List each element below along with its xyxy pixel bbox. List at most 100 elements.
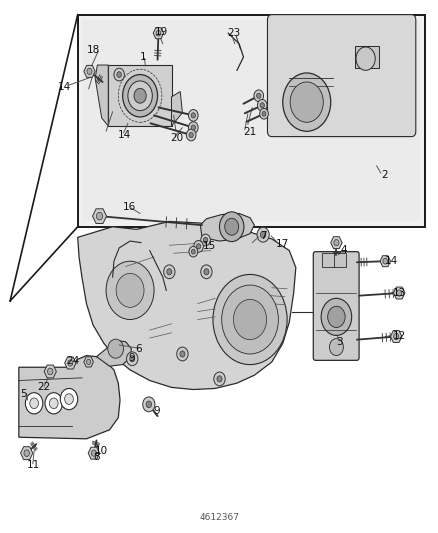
Circle shape [25, 393, 43, 414]
Circle shape [254, 90, 263, 102]
Polygon shape [19, 356, 120, 439]
Circle shape [64, 394, 73, 405]
Circle shape [213, 372, 225, 386]
Circle shape [188, 122, 198, 133]
Text: 4: 4 [340, 245, 346, 255]
Circle shape [126, 352, 138, 366]
Circle shape [86, 359, 91, 365]
Circle shape [188, 246, 197, 257]
Text: 16: 16 [122, 202, 136, 212]
Text: 1: 1 [140, 52, 146, 62]
Polygon shape [171, 92, 182, 126]
Text: 17: 17 [275, 239, 288, 249]
Circle shape [96, 212, 102, 220]
Bar [78, 14, 424, 227]
Text: 23: 23 [227, 28, 240, 38]
Circle shape [166, 269, 172, 275]
Circle shape [142, 397, 155, 412]
Circle shape [60, 389, 78, 410]
Text: 11: 11 [27, 460, 40, 470]
Text: 9: 9 [128, 353, 135, 362]
Text: 24: 24 [66, 356, 79, 366]
Polygon shape [88, 447, 99, 459]
Circle shape [106, 261, 154, 319]
Circle shape [163, 265, 175, 279]
Polygon shape [392, 287, 404, 299]
Circle shape [177, 347, 187, 361]
Polygon shape [330, 237, 341, 248]
Text: 4612367: 4612367 [199, 513, 239, 522]
Text: 5: 5 [21, 389, 27, 399]
Polygon shape [390, 330, 401, 343]
Circle shape [200, 234, 210, 246]
Circle shape [117, 72, 121, 77]
Circle shape [196, 244, 200, 249]
Circle shape [203, 269, 208, 275]
Polygon shape [44, 365, 56, 378]
Circle shape [290, 82, 322, 122]
Polygon shape [78, 221, 295, 390]
Text: 7: 7 [259, 231, 266, 241]
Circle shape [47, 368, 53, 375]
Circle shape [224, 218, 238, 235]
Polygon shape [96, 341, 131, 366]
Bar [108, 65, 171, 126]
Circle shape [200, 265, 212, 279]
Circle shape [261, 111, 265, 116]
FancyBboxPatch shape [267, 14, 415, 136]
Circle shape [45, 393, 62, 414]
Polygon shape [200, 214, 254, 241]
Circle shape [203, 237, 207, 243]
Circle shape [260, 231, 265, 238]
Circle shape [259, 103, 264, 108]
Circle shape [321, 298, 351, 335]
Text: 14: 14 [118, 130, 131, 140]
Polygon shape [21, 447, 33, 459]
Polygon shape [153, 28, 163, 39]
Text: 18: 18 [86, 45, 99, 55]
Circle shape [67, 360, 73, 366]
Text: 14: 14 [58, 82, 71, 92]
Circle shape [333, 239, 338, 246]
Bar [82, 20, 419, 221]
Circle shape [327, 306, 344, 327]
Circle shape [91, 450, 96, 456]
Circle shape [134, 88, 146, 103]
Circle shape [156, 30, 160, 36]
Circle shape [188, 110, 198, 121]
Circle shape [216, 376, 222, 382]
Text: 12: 12 [392, 332, 406, 342]
Text: 3: 3 [336, 337, 342, 347]
Circle shape [30, 398, 39, 409]
Circle shape [24, 450, 29, 456]
Circle shape [393, 333, 398, 340]
Circle shape [188, 132, 193, 138]
Circle shape [257, 100, 266, 111]
Circle shape [256, 227, 268, 242]
Circle shape [259, 109, 268, 119]
Circle shape [355, 47, 374, 70]
Circle shape [233, 300, 266, 340]
Text: 10: 10 [95, 446, 108, 456]
Circle shape [396, 290, 401, 296]
Text: 8: 8 [93, 453, 99, 463]
Text: 13: 13 [392, 288, 406, 298]
Circle shape [191, 125, 195, 130]
Polygon shape [84, 357, 93, 367]
Circle shape [212, 274, 286, 365]
Circle shape [382, 259, 387, 264]
Text: 2: 2 [380, 171, 387, 180]
Circle shape [108, 339, 123, 358]
Circle shape [328, 338, 343, 356]
Circle shape [129, 356, 134, 362]
Circle shape [191, 113, 195, 118]
Bar [354, 46, 378, 68]
Circle shape [180, 351, 184, 357]
Circle shape [146, 401, 151, 408]
Circle shape [114, 68, 124, 81]
Circle shape [127, 81, 152, 111]
Text: 20: 20 [170, 133, 184, 143]
Polygon shape [64, 357, 76, 369]
Circle shape [87, 68, 92, 75]
Text: 19: 19 [155, 27, 168, 37]
